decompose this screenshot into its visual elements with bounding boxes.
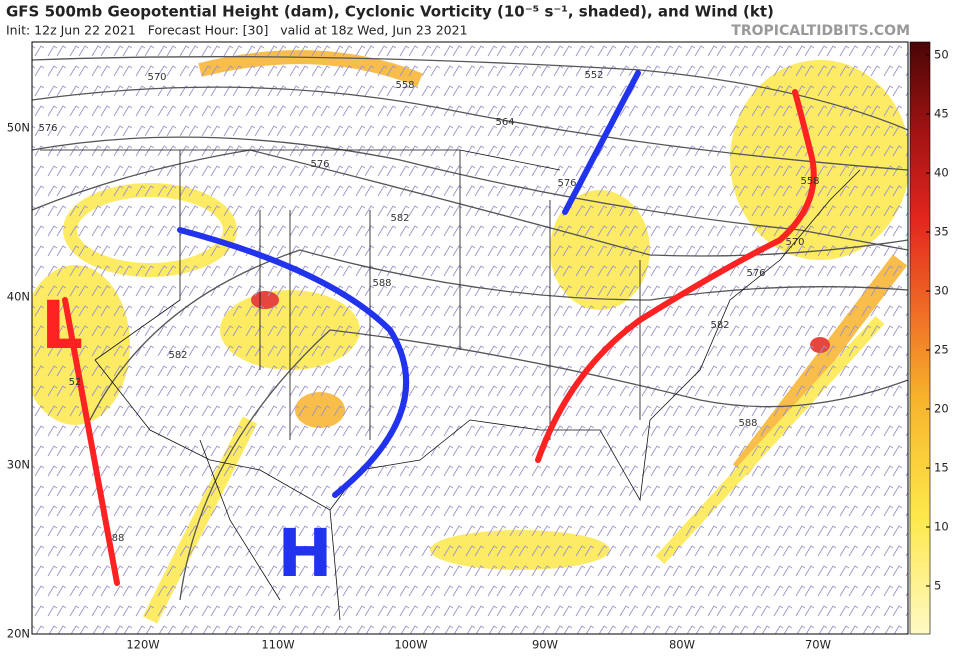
lat-label: 40N — [7, 290, 30, 304]
colorbar-label: 25 — [934, 343, 949, 357]
contour-label: 576 — [557, 178, 576, 189]
lon-label: 120W — [126, 638, 159, 652]
contour-label: 570 — [785, 237, 804, 248]
trough-line — [535, 89, 817, 463]
contour-label: 558 — [800, 176, 819, 187]
map-area: L H 570 576 576 582 588 582 552 558 564 576 582 588… — [32, 42, 908, 634]
contour-label: 558 — [395, 80, 414, 91]
contour-label: 564 — [495, 117, 514, 128]
contour-label: 582 — [390, 213, 409, 224]
fronts — [62, 70, 817, 586]
trough-line — [62, 297, 120, 586]
colorbar-label: 50 — [934, 48, 949, 62]
lat-label: 20N — [7, 627, 30, 641]
lon-label: 110W — [261, 638, 294, 652]
lat-label: 30N — [7, 458, 30, 472]
contour-label: 582 — [710, 320, 729, 331]
contour-label: 88 — [112, 533, 125, 544]
colorbar — [909, 41, 931, 635]
colorbar-label: 40 — [934, 166, 949, 180]
contour-label: 588 — [372, 278, 391, 289]
height-contours — [32, 56, 908, 601]
low-marker: L — [41, 287, 83, 364]
contour-label: 570 — [147, 72, 166, 83]
high-marker: H — [277, 515, 332, 592]
borders — [40, 149, 861, 621]
lon-label: 90W — [532, 638, 558, 652]
subtitle: Init: 12z Jun 22 2021 Forecast Hour: [30… — [6, 23, 468, 38]
colorbar-label: 35 — [934, 225, 949, 239]
colorbar-label: 10 — [934, 520, 949, 534]
colorbar-label: 5 — [934, 579, 941, 593]
colorbar-label: 20 — [934, 402, 949, 416]
ridge-line — [177, 227, 410, 498]
contour-label: 576 — [310, 159, 329, 170]
contour-label: 52 — [69, 377, 82, 388]
contour-label: 588 — [738, 418, 757, 429]
title: GFS 500mb Geopotential Height (dam), Cyc… — [6, 3, 774, 21]
colorbar-label: 45 — [934, 107, 949, 121]
contour-label: 576 — [746, 268, 765, 279]
colorbar-label: 30 — [934, 284, 949, 298]
watermark: TROPICALTIDBITS.COM — [731, 23, 910, 39]
lon-label: 80W — [669, 638, 695, 652]
ridge-line — [562, 70, 641, 215]
lon-label: 70W — [805, 638, 831, 652]
lon-label: 100W — [394, 638, 427, 652]
contour-label: 576 — [38, 123, 57, 134]
lat-label: 50N — [7, 121, 30, 135]
map-frame — [31, 41, 909, 635]
contour-label: 552 — [584, 70, 603, 81]
wind-barbs — [32, 42, 908, 634]
colorbar-label: 15 — [934, 461, 949, 475]
contour-label: 582 — [168, 350, 187, 361]
